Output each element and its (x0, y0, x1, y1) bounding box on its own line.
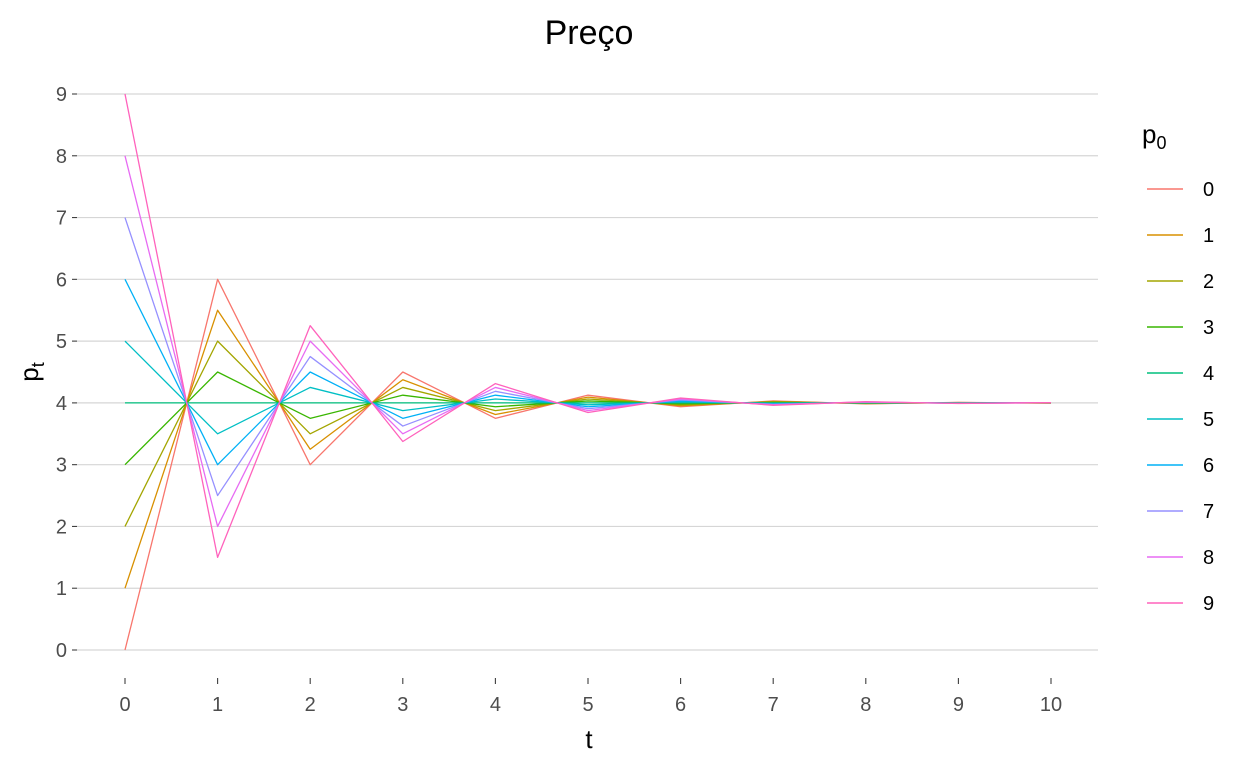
legend-label-8: 8 (1203, 547, 1214, 569)
x-tick-label: 4 (490, 694, 501, 716)
x-tick-label: 1 (212, 694, 223, 716)
legend-label-9: 9 (1203, 593, 1214, 615)
chart-title: Preço (545, 14, 634, 52)
legend-title-main: p (1142, 119, 1156, 149)
series-line-9 (124, 93, 1052, 558)
x-tick-label: 3 (397, 694, 408, 716)
legend-label-3: 3 (1203, 317, 1214, 339)
y-tick-label: 8 (56, 146, 67, 168)
x-tick-label: 0 (119, 694, 130, 716)
y-tick-label: 4 (56, 393, 67, 415)
legend-label-1: 1 (1203, 225, 1214, 247)
x-tick-label: 6 (675, 694, 686, 716)
series-lines (124, 93, 1052, 651)
legend-label-7: 7 (1203, 501, 1214, 523)
legend-label-4: 4 (1203, 363, 1214, 385)
x-axis: 0 1 2 3 4 5 6 7 8 9 10 (119, 678, 1062, 716)
y-axis-title-subscript: t (28, 362, 48, 367)
y-axis-title: pt (14, 362, 48, 381)
y-axis-title-main: p (14, 367, 44, 381)
legend-label-0: 0 (1203, 179, 1214, 201)
y-tick-label: 5 (56, 331, 67, 353)
y-tick-label: 3 (56, 455, 67, 477)
x-tick-label: 9 (953, 694, 964, 716)
y-tick-label: 2 (56, 516, 67, 538)
x-axis-title: t (585, 724, 593, 754)
x-tick-label: 8 (860, 694, 871, 716)
x-tick-label: 5 (582, 694, 593, 716)
x-tick-label: 10 (1040, 694, 1062, 716)
legend-label-6: 6 (1203, 455, 1214, 477)
y-tick-label: 9 (56, 84, 67, 106)
y-tick-label: 1 (56, 578, 67, 600)
legend-label-2: 2 (1203, 271, 1214, 293)
x-tick-label: 7 (768, 694, 779, 716)
legend-title-subscript: 0 (1156, 133, 1166, 153)
legend-title: p0 (1142, 119, 1166, 153)
x-tick-label: 2 (305, 694, 316, 716)
y-tick-label: 0 (56, 640, 67, 662)
legend-label-5: 5 (1203, 409, 1214, 431)
y-tick-label: 7 (56, 208, 67, 230)
y-tick-label: 6 (56, 269, 67, 291)
y-axis: 0 1 2 3 4 5 6 7 8 9 (56, 84, 77, 662)
